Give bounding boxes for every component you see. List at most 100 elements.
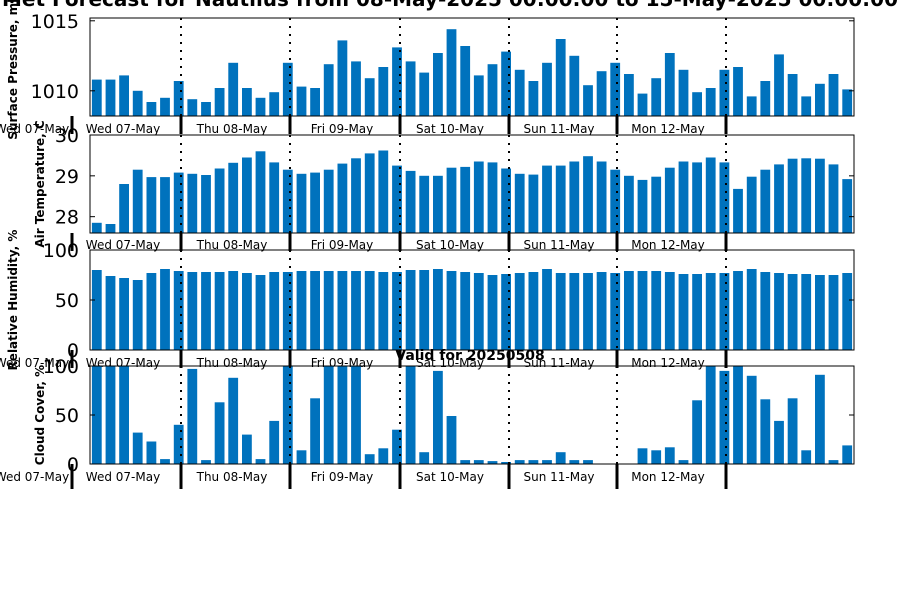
data-bar <box>214 88 225 116</box>
data-bar <box>242 434 252 464</box>
data-bar <box>733 188 743 233</box>
data-bar <box>542 460 552 464</box>
data-bar <box>364 454 375 464</box>
data-bar <box>378 150 389 233</box>
data-bar <box>296 271 307 350</box>
data-bar <box>501 168 511 233</box>
data-bar <box>815 374 825 464</box>
data-bar <box>528 174 539 233</box>
data-bar <box>201 175 211 233</box>
data-bar <box>105 224 116 233</box>
data-bar <box>310 271 320 350</box>
data-bar <box>433 175 443 233</box>
data-bar <box>433 53 443 116</box>
data-bar <box>364 271 375 350</box>
data-bar <box>146 273 157 350</box>
data-bar <box>282 272 293 350</box>
data-bar <box>678 161 689 233</box>
data-bar <box>787 74 798 116</box>
data-bar <box>801 274 812 350</box>
data-bar <box>473 460 484 464</box>
data-bar <box>269 92 280 116</box>
data-bar <box>473 273 484 350</box>
data-bar <box>583 85 593 116</box>
data-bar <box>460 166 471 233</box>
data-bar <box>119 184 129 233</box>
data-bar <box>255 151 266 233</box>
data-bar <box>419 72 430 116</box>
data-bar <box>828 275 839 350</box>
data-bar <box>719 370 730 464</box>
data-bar <box>446 416 457 464</box>
data-bar <box>405 61 416 116</box>
data-bar <box>173 81 184 116</box>
panel-subtitle: Valid for 20250508 <box>395 348 544 364</box>
data-bar <box>678 274 689 350</box>
day-label: Thu 08-May <box>196 356 268 370</box>
data-bar <box>760 399 771 464</box>
data-bar <box>514 69 525 116</box>
data-bar <box>187 368 198 464</box>
y-axis-label: Cloud Cover, % <box>33 365 47 465</box>
data-bar <box>746 176 757 233</box>
data-bar <box>705 88 716 116</box>
data-bar <box>624 175 634 233</box>
y-tick-label: 30 <box>55 125 79 147</box>
day-label: Wed 07-May <box>86 470 160 484</box>
data-bar <box>323 169 334 233</box>
data-bar <box>705 366 716 464</box>
data-bar <box>146 441 157 464</box>
data-bar <box>705 273 716 350</box>
y-tick-label: 100 <box>43 240 79 262</box>
data-bar <box>583 156 593 233</box>
y-axis-label: Relative Humidity, % <box>6 230 20 371</box>
data-bar <box>774 420 784 464</box>
data-bar <box>569 55 580 116</box>
day-label: Wed 07-May <box>86 238 160 252</box>
data-bar <box>160 269 170 350</box>
data-bar <box>242 157 252 233</box>
data-bar <box>146 177 157 233</box>
day-label: Sun 11-May <box>523 122 594 136</box>
data-bar <box>651 271 662 350</box>
data-bar <box>815 83 825 116</box>
day-label: Mon 12-May <box>631 238 705 252</box>
data-bar <box>651 450 662 464</box>
data-bar <box>828 460 839 464</box>
data-bar <box>132 90 143 116</box>
data-bar <box>610 169 621 233</box>
day-label: Sat 10-May <box>416 238 484 252</box>
data-bar <box>405 270 416 350</box>
data-bar <box>91 270 102 350</box>
data-bar <box>733 67 743 116</box>
y-tick-label: 29 <box>55 166 79 188</box>
data-bar <box>610 273 621 350</box>
day-label: Thu 08-May <box>196 470 268 484</box>
data-bar <box>801 158 812 233</box>
data-bar <box>555 39 566 116</box>
data-bar <box>173 172 184 233</box>
data-bar <box>787 158 798 233</box>
data-bar <box>774 164 784 233</box>
data-bar <box>446 271 457 350</box>
day-label: Mon 12-May <box>631 470 705 484</box>
data-bar <box>160 177 170 233</box>
data-bar <box>746 375 757 464</box>
data-bar <box>310 88 320 116</box>
data-bar <box>787 274 798 350</box>
data-bar <box>637 271 648 350</box>
data-bar <box>446 29 457 117</box>
day-label: Thu 08-May <box>196 238 268 252</box>
data-bar <box>296 450 307 464</box>
y-axis-label: Air Temperature, C <box>33 120 47 248</box>
data-bar <box>351 271 361 350</box>
day-label: Sat 10-May <box>416 122 484 136</box>
data-bar <box>105 366 116 464</box>
day-label: Fri 09-May <box>311 238 374 252</box>
data-bar <box>733 366 743 464</box>
data-bar <box>242 88 252 116</box>
data-bar <box>323 271 334 350</box>
data-bar <box>460 272 471 350</box>
